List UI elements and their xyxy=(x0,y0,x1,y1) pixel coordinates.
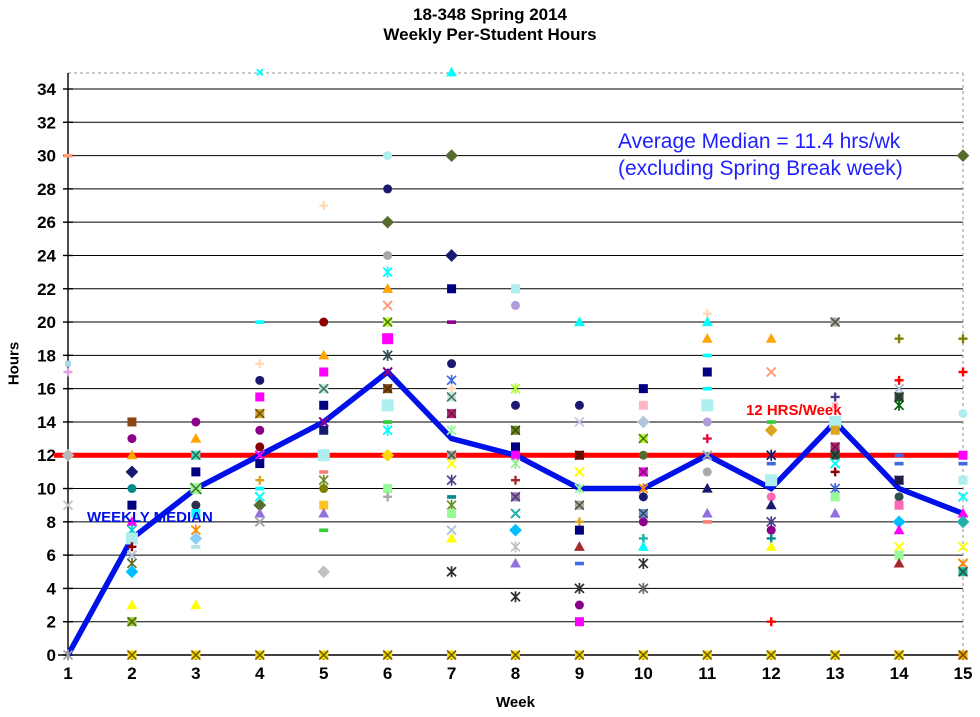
svg-text:32: 32 xyxy=(37,113,56,132)
average-median-annotation-line2: (excluding Spring Break week) xyxy=(618,157,903,180)
svg-text:5: 5 xyxy=(319,664,328,683)
svg-text:10: 10 xyxy=(634,664,653,683)
chart-title-line1: 18-348 Spring 2014 xyxy=(412,5,568,24)
svg-text:8: 8 xyxy=(47,513,56,532)
svg-text:30: 30 xyxy=(37,147,56,166)
svg-text:20: 20 xyxy=(37,313,56,332)
svg-text:12: 12 xyxy=(762,664,781,683)
svg-text:26: 26 xyxy=(37,213,56,232)
y-axis-title: Hours xyxy=(5,341,23,386)
svg-text:11: 11 xyxy=(698,664,716,683)
svg-text:4: 4 xyxy=(47,579,57,598)
svg-text:3: 3 xyxy=(191,664,200,683)
svg-text:2: 2 xyxy=(47,613,56,632)
svg-text:8: 8 xyxy=(511,664,520,683)
svg-text:22: 22 xyxy=(37,280,56,299)
svg-text:24: 24 xyxy=(37,246,56,265)
median-series-label: WEEKLY MEDIAN xyxy=(87,509,213,526)
svg-text:13: 13 xyxy=(826,664,845,683)
x-axis-title: Week xyxy=(496,694,535,711)
svg-text:7: 7 xyxy=(447,664,456,683)
svg-text:14: 14 xyxy=(37,413,56,432)
svg-text:15: 15 xyxy=(954,664,973,683)
svg-text:0: 0 xyxy=(47,646,56,665)
average-median-annotation: Average Median = 11.4 hrs/wk (excluding … xyxy=(618,128,903,182)
svg-text:14: 14 xyxy=(890,664,909,683)
svg-text:12: 12 xyxy=(37,446,56,465)
svg-text:1: 1 xyxy=(63,664,72,683)
reference-line-label: 12 HRS/Week xyxy=(746,402,842,419)
svg-text:10: 10 xyxy=(37,480,56,499)
average-median-annotation-line1: Average Median = 11.4 hrs/wk xyxy=(618,130,901,153)
svg-text:4: 4 xyxy=(255,664,265,683)
svg-text:2: 2 xyxy=(127,664,136,683)
chart-title-line2: Weekly Per-Student Hours xyxy=(383,25,597,44)
svg-text:18: 18 xyxy=(37,346,56,365)
svg-text:34: 34 xyxy=(37,80,56,99)
svg-text:28: 28 xyxy=(37,180,56,199)
svg-text:9: 9 xyxy=(575,664,584,683)
svg-text:6: 6 xyxy=(47,546,56,565)
svg-text:6: 6 xyxy=(383,664,392,683)
svg-text:16: 16 xyxy=(37,380,56,399)
